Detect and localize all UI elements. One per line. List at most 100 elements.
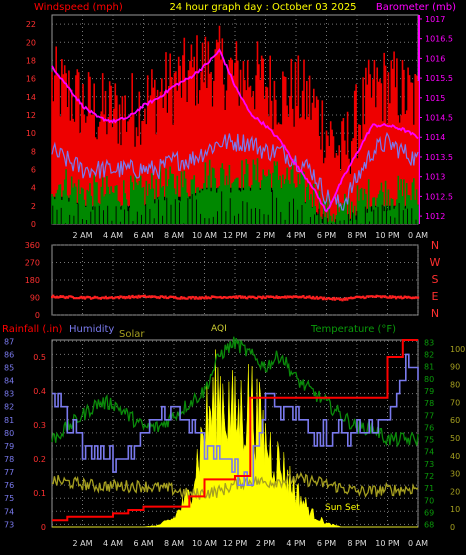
wind-y-tick-label: 12 xyxy=(26,111,36,120)
wind-x-tick-label: 10 AM xyxy=(192,231,217,240)
solar-y-tick-label: 50 xyxy=(450,434,460,443)
wind-y-tick-label: 8 xyxy=(31,147,36,156)
wind-speed-line xyxy=(51,131,419,211)
solar-y-tick-label: 100 xyxy=(450,345,465,354)
avg-wind-bars xyxy=(51,158,419,224)
humidity-step-line xyxy=(52,353,419,486)
wind-y-tick-label: 22 xyxy=(26,20,36,29)
wind-calm-gaps xyxy=(52,190,417,224)
wind-x-tick-label: 0 AM xyxy=(408,231,428,240)
compass-label: W xyxy=(430,256,441,269)
direction-y-tick-label: 270 xyxy=(25,259,40,268)
wind-x-tick-label: 4 PM xyxy=(286,231,305,240)
wind-x-tick-label: 2 AM xyxy=(72,231,92,240)
solar-y-tick-label: 70 xyxy=(450,398,460,407)
humidity-y-tick-label: 74 xyxy=(4,507,14,516)
humidity-y-tick-label: 77 xyxy=(4,468,14,477)
wind-x-tick-label: 8 AM xyxy=(164,231,184,240)
temp-y-tick-label: 68 xyxy=(424,521,434,530)
humidity-y-tick-label: 73 xyxy=(4,520,14,529)
humidity-y-tick-label: 87 xyxy=(4,337,14,346)
rain-y-tick-label: 0.3 xyxy=(33,421,46,430)
wind-y-tick-label: 4 xyxy=(31,184,36,193)
barometer-axis-label: Barometer (mb) xyxy=(376,2,456,13)
temp-y-tick-label: 80 xyxy=(424,375,434,384)
wind-y-tick-label: 20 xyxy=(26,38,36,47)
rainfall-axis-label: Rainfall (.in) xyxy=(2,324,63,335)
solar-y-tick-label: 40 xyxy=(450,452,460,461)
solar-y-tick-label: 80 xyxy=(450,381,460,390)
rain-x-tick-label: 10 PM xyxy=(375,539,400,548)
rain-y-tick-label: 0.5 xyxy=(33,353,46,362)
temp-y-tick-label: 76 xyxy=(424,423,434,432)
wind-x-tick-label: 2 PM xyxy=(256,231,275,240)
rain-x-tick-label: 8 PM xyxy=(347,539,366,548)
temp-y-tick-label: 82 xyxy=(424,351,434,360)
solar-y-tick-label: 90 xyxy=(450,363,460,372)
rain-y-tick-label: 0.2 xyxy=(33,455,46,464)
barometer-line xyxy=(51,48,419,213)
wind-x-tick-label: 8 PM xyxy=(347,231,366,240)
compass-label: N xyxy=(431,239,439,252)
rain-humidity-panel: Rainfall (.in) Humidity Solar AQI Temper… xyxy=(2,324,465,548)
rain-x-tick-label: 2 AM xyxy=(72,539,92,548)
wind-x-tick-label: 6 AM xyxy=(133,231,153,240)
humidity-y-tick-label: 84 xyxy=(4,377,14,386)
wind-x-tick-label: 6 PM xyxy=(317,231,336,240)
wind-y-tick-label: 0 xyxy=(31,220,36,229)
baro-y-tick-label: 1013.5 xyxy=(425,153,453,162)
humidity-y-tick-label: 86 xyxy=(4,350,14,359)
baro-y-tick-label: 1014 xyxy=(425,133,445,142)
rain-x-tick-label: 4 AM xyxy=(103,539,123,548)
solar-y-tick-label: 20 xyxy=(450,487,460,496)
compass-label: E xyxy=(432,290,439,303)
compass-label: N xyxy=(431,307,439,320)
solar-y-tick-label: 10 xyxy=(450,505,460,514)
direction-y-tick-label: 0 xyxy=(35,311,40,320)
wind-y-tick-label: 6 xyxy=(31,165,36,174)
solar-radiation-area xyxy=(52,349,418,528)
humidity-y-tick-label: 76 xyxy=(4,481,14,490)
rainfall-line xyxy=(52,339,418,522)
aqi-label: AQI xyxy=(211,324,227,334)
rain-x-tick-label: 0 AM xyxy=(408,539,428,548)
baro-y-tick-label: 1017 xyxy=(425,15,445,24)
solar-y-tick-label: 0 xyxy=(450,523,455,532)
rain-x-tick-label: 2 PM xyxy=(256,539,275,548)
rain-x-tick-label: 12 PM xyxy=(223,539,248,548)
sunset-label: Sun Set xyxy=(325,503,360,513)
rain-y-tick-label: 0.4 xyxy=(33,387,46,396)
direction-y-tick-label: 360 xyxy=(25,241,40,250)
temp-y-tick-label: 78 xyxy=(424,399,434,408)
baro-y-tick-label: 1015 xyxy=(425,94,445,103)
wind-barometer-panel: 024681012141618202210121012.510131013.51… xyxy=(26,14,453,240)
temp-y-tick-label: 77 xyxy=(424,411,434,420)
humidity-y-tick-label: 85 xyxy=(4,363,14,372)
rain-x-tick-label: 4 PM xyxy=(286,539,305,548)
temp-y-tick-label: 83 xyxy=(424,338,434,347)
baro-y-tick-label: 1015.5 xyxy=(425,74,453,83)
direction-plot-frame xyxy=(51,244,419,316)
humidity-y-tick-label: 82 xyxy=(4,403,14,412)
temp-y-tick-label: 69 xyxy=(424,508,434,517)
baro-y-tick-label: 1012.5 xyxy=(425,192,453,201)
rain-x-tick-label: 6 PM xyxy=(317,539,336,548)
compass-label: S xyxy=(432,273,439,286)
temperature-axis-label: Temperature (°F) xyxy=(310,324,396,335)
direction-y-tick-label: 90 xyxy=(30,294,40,303)
baro-y-tick-label: 1016 xyxy=(425,54,445,63)
baro-y-tick-label: 1016.5 xyxy=(425,35,453,44)
rain-x-tick-label: 8 AM xyxy=(164,539,184,548)
wind-x-tick-label: 4 AM xyxy=(103,231,123,240)
wind-y-tick-label: 18 xyxy=(26,56,36,65)
wind-y-tick-label: 2 xyxy=(31,202,36,211)
temp-y-tick-label: 79 xyxy=(424,387,434,396)
wind-y-tick-label: 14 xyxy=(26,93,36,102)
rain-y-tick-label: 0.1 xyxy=(33,489,46,498)
wind-x-tick-label: 10 PM xyxy=(375,231,400,240)
solar-y-tick-label: 30 xyxy=(450,470,460,479)
direction-y-tick-label: 180 xyxy=(25,276,40,285)
wind-y-tick-label: 10 xyxy=(26,129,36,138)
